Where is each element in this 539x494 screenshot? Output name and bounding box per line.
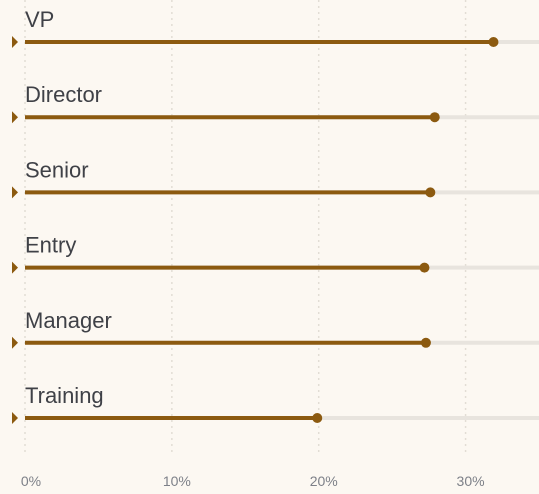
x-tick-label: 20% [310,473,338,489]
marker-arrow [12,111,18,124]
marker-arrow [12,36,18,48]
dot [420,337,431,348]
marker-arrow [12,186,18,199]
category-label: Manager [25,308,112,333]
category-label: VP [25,7,54,32]
x-tick-label: 0% [21,473,41,489]
category-label: Training [25,383,104,408]
x-tick-label: 30% [457,473,485,489]
x-tick-label: 10% [163,473,191,489]
dot [429,112,440,123]
category-label: Director [25,82,102,107]
dot [312,413,323,423]
marker-arrow [12,336,18,349]
category-label: Senior [25,157,89,182]
marker-arrow [12,261,18,274]
marker-arrow [12,412,18,424]
dot [488,37,499,47]
dot [425,187,436,198]
category-label: Entry [25,233,76,258]
dot [419,262,430,273]
